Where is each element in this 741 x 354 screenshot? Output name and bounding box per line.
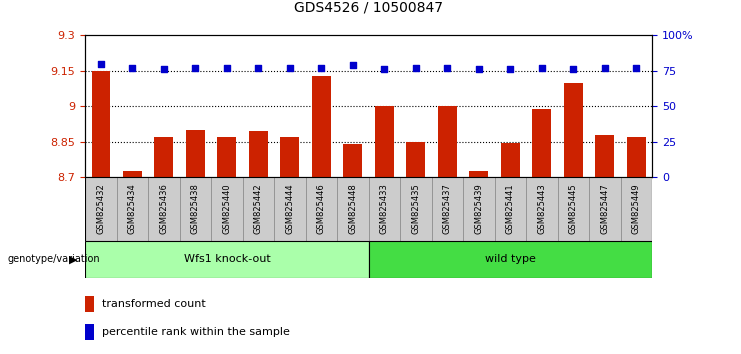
Text: ▶: ▶ [70, 254, 78, 264]
Bar [532, 109, 551, 177]
Text: Wfs1 knock-out: Wfs1 knock-out [184, 254, 270, 264]
Text: GSM825438: GSM825438 [191, 183, 200, 234]
Bar [179, 177, 211, 241]
Bar [92, 71, 110, 177]
Text: GSM825447: GSM825447 [600, 183, 609, 234]
Text: percentile rank within the sample: percentile rank within the sample [102, 327, 290, 337]
Bar [280, 137, 299, 177]
Text: GSM825433: GSM825433 [380, 183, 389, 234]
Point [316, 65, 328, 71]
Point [379, 67, 391, 72]
Bar [406, 142, 425, 177]
Bar [589, 177, 620, 241]
Point [221, 65, 233, 71]
Bar [368, 241, 652, 278]
Text: GSM825439: GSM825439 [474, 183, 483, 234]
Point [284, 65, 296, 71]
Point [536, 65, 548, 71]
Point [473, 67, 485, 72]
Text: GSM825437: GSM825437 [443, 183, 452, 234]
Bar [85, 177, 117, 241]
Point [347, 62, 359, 68]
Text: GSM825441: GSM825441 [506, 183, 515, 234]
Bar [495, 177, 526, 241]
Bar [501, 143, 520, 177]
Text: GSM825446: GSM825446 [317, 183, 326, 234]
Point [599, 65, 611, 71]
Bar [85, 324, 93, 340]
Text: wild type: wild type [485, 254, 536, 264]
Text: GSM825442: GSM825442 [254, 183, 263, 234]
Bar [400, 177, 431, 241]
Text: GSM825449: GSM825449 [632, 183, 641, 234]
Text: GSM825445: GSM825445 [569, 183, 578, 234]
Bar [148, 177, 179, 241]
Point [95, 61, 107, 67]
Bar [218, 137, 236, 177]
Bar [375, 107, 393, 177]
Bar [154, 137, 173, 177]
Bar [627, 137, 646, 177]
Bar [438, 106, 456, 177]
Bar [312, 75, 330, 177]
Bar [274, 177, 306, 241]
Point [190, 65, 202, 71]
Bar [306, 177, 337, 241]
Point [410, 65, 422, 71]
Bar [85, 296, 93, 312]
Text: GSM825443: GSM825443 [537, 183, 546, 234]
Text: GSM825432: GSM825432 [96, 183, 105, 234]
Bar [368, 177, 400, 241]
Text: GSM825434: GSM825434 [128, 183, 137, 234]
Text: GSM825444: GSM825444 [285, 183, 294, 234]
Text: genotype/variation: genotype/variation [7, 254, 100, 264]
Bar [249, 131, 268, 177]
Text: GSM825448: GSM825448 [348, 183, 357, 234]
Text: transformed count: transformed count [102, 299, 206, 309]
Bar [117, 177, 148, 241]
Point [253, 65, 265, 71]
Bar [463, 177, 495, 241]
Text: GSM825435: GSM825435 [411, 183, 420, 234]
Bar [243, 177, 274, 241]
Bar [526, 177, 557, 241]
Point [127, 65, 139, 71]
Bar [85, 241, 369, 278]
Bar [211, 177, 243, 241]
Bar [595, 135, 614, 177]
Bar [337, 177, 368, 241]
Bar [123, 171, 142, 177]
Text: GSM825440: GSM825440 [222, 183, 231, 234]
Bar [621, 177, 652, 241]
Point [631, 65, 642, 71]
Text: GSM825436: GSM825436 [159, 183, 168, 234]
Bar [431, 177, 463, 241]
Point [442, 65, 453, 71]
Point [568, 67, 579, 72]
Text: GDS4526 / 10500847: GDS4526 / 10500847 [294, 0, 443, 14]
Bar [557, 177, 589, 241]
Bar [186, 130, 205, 177]
Bar [564, 83, 582, 177]
Bar [344, 144, 362, 177]
Point [505, 67, 516, 72]
Point [158, 67, 170, 72]
Bar [470, 171, 488, 177]
